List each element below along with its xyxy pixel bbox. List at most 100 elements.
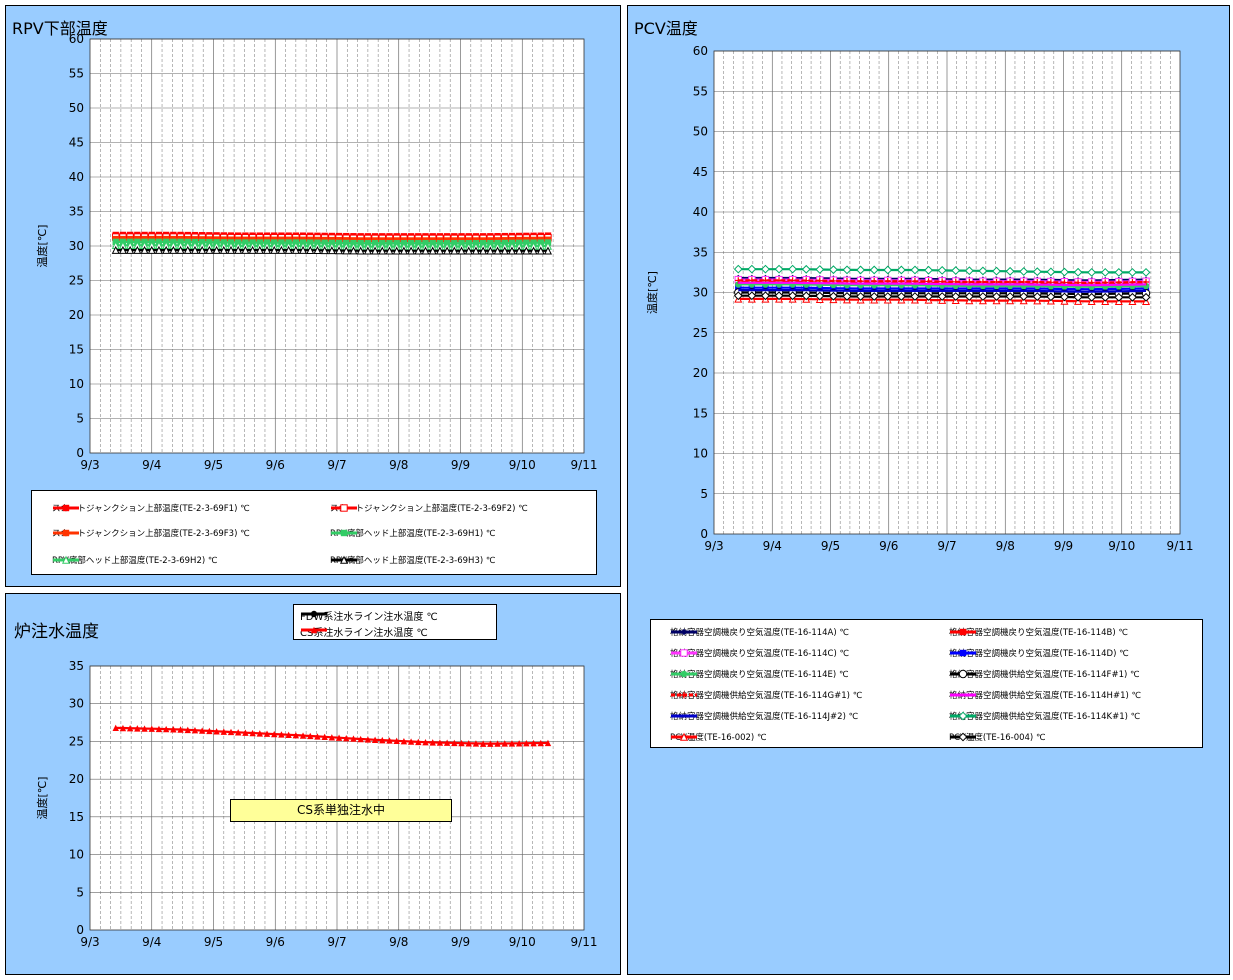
data-point [1114,292,1124,302]
data-point [364,736,372,743]
x-tick-label: 9/7 [937,539,956,553]
x-tick-label: 9/10 [1108,539,1135,553]
x-tick-label: 9/3 [80,458,99,472]
data-point [747,291,757,301]
rpv-legend-item-2: スカートジャンクション上部温度(TE-2-3-69F3) ℃ [52,527,250,539]
rpv-legend: スカートジャンクション上部温度(TE-2-3-69F1) ℃ スカートジャンクシ… [31,490,597,575]
data-point [134,725,141,732]
pcv-legend-item-10: PCV温度(TE-16-002) ℃ [670,731,767,743]
legend-marker [958,732,968,742]
data-point [775,284,783,291]
x-tick-label: 9/11 [571,935,598,949]
legend-swatch [950,669,976,679]
x-tick-label: 9/5 [821,539,840,553]
data-point [803,284,810,292]
x-tick-label: 9/8 [389,458,408,472]
data-point [748,284,756,291]
legend-swatch [331,504,357,512]
data-point [733,291,743,301]
legend-marker [679,732,689,741]
pcv-legend-item-3: 格納容器空調機戻り空気温度(TE-16-114D) ℃ [949,647,1129,659]
data-point [1141,267,1151,277]
data-point [241,245,250,254]
legend-marker [680,649,688,657]
data-point [522,246,531,255]
data-point [515,740,523,747]
data-point [829,291,838,301]
data-point [321,733,328,741]
series-1 [112,724,552,747]
y-tick-label: 35 [69,205,84,219]
data-point [487,740,494,747]
data-point [242,729,249,736]
x-tick-label: 9/5 [204,458,223,472]
data-point [735,277,742,284]
data-point [126,725,134,732]
data-point [515,246,524,255]
pcv-legend-label: 格納容器空調機供給空気温度(TE-16-114G#1) ℃ [670,691,863,701]
data-point [191,727,199,734]
data-point [1032,267,1042,277]
rpv-legend-label: RPV底部ヘッド上部温度(TE-2-3-69H1) ℃ [330,529,496,539]
data-point [170,726,177,733]
data-point [543,246,552,255]
y-tick-label: 30 [69,239,84,253]
pcv-legend-item-6: 格納容器空調機供給空気温度(TE-16-114G#1) ℃ [670,689,862,701]
legend-marker [958,669,968,679]
data-point [451,739,458,747]
data-point [479,246,488,255]
pcv-legend-label: 格納容器空調機戻り空気温度(TE-16-114D) ℃ [949,649,1129,659]
data-point [176,245,185,254]
legend-marker [680,628,688,636]
pcv-chart-title: PCV温度 [634,19,698,38]
data-point [1032,292,1042,302]
data-point [978,292,988,301]
data-point [435,246,444,255]
data-point [937,292,947,301]
data-point [458,739,465,747]
data-point [198,245,207,254]
data-point [501,740,508,747]
data-point [112,724,119,732]
data-point [393,737,400,745]
cs-injection-annotation: CS系単独注水中 [230,799,452,822]
x-tick-label: 9/3 [80,935,99,949]
data-point [910,265,920,275]
data-point [428,246,437,255]
legend-swatch [53,504,79,512]
data-point [910,292,920,301]
legend-swatch [331,555,357,564]
data-point [335,246,344,255]
rpv-legend-item-0: スカートジャンクション上部温度(TE-2-3-69F1) ℃ [52,502,250,514]
data-point [407,246,416,255]
series-11 [733,291,1151,302]
pcv-legend-item-11: PCV温度(TE-16-004) ℃ [949,731,1046,743]
data-point [964,266,974,276]
data-point [898,285,905,292]
rpv-legend-item-1: スカートジャンクション上部温度(TE-2-3-69F2) ℃ [330,502,528,514]
data-point [486,246,495,255]
y-tick-label: 0 [76,923,84,937]
data-point [788,264,798,274]
data-point [761,264,770,274]
y-tick-label: 30 [69,697,84,711]
data-point [299,245,308,254]
legend-swatch [671,670,697,678]
plot-border [713,50,1181,535]
data-point [277,245,286,254]
pcv-chart-svg: 0 5 10 15 20 25 30 35 40 45 50 55 60 9/3 9/4 9/5 9/6 9/7 9… [645,44,1193,553]
data-point [235,729,242,736]
data-point [314,733,321,740]
pcv-legend-label: 格納容器空調機戻り空気温度(TE-16-114A) ℃ [670,628,849,638]
legend-swatch [671,691,697,699]
rpv-legend-label: スカートジャンクション上部温度(TE-2-3-69F1) ℃ [52,504,250,514]
data-point [529,246,538,255]
data-point [343,734,350,742]
data-point [443,739,451,746]
pcv-legend: 格納容器空調機戻り空気温度(TE-16-114A) ℃ 格納容器空調機戻り空気温… [650,619,1203,748]
legend-swatch [331,529,357,537]
x-tick-label: 9/4 [142,935,161,949]
x-tick-label: 9/9 [451,935,470,949]
series-line [738,281,1147,287]
injection-legend-item-1: CS系注水ライン注水温度 ℃ [300,624,428,639]
